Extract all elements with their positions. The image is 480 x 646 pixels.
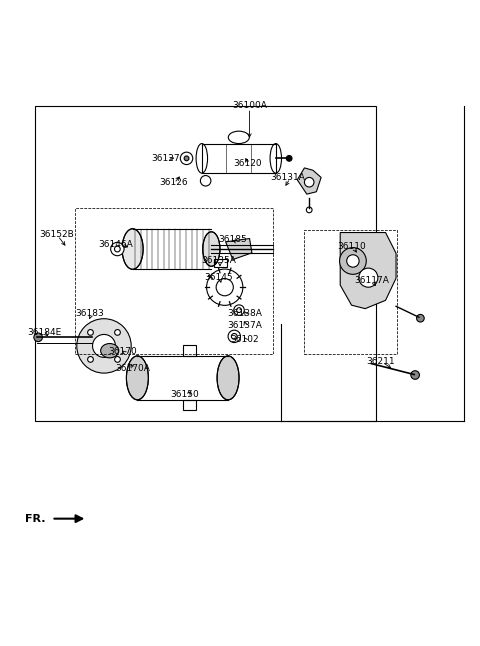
Polygon shape <box>226 238 252 260</box>
Text: 36100A: 36100A <box>232 101 267 110</box>
Circle shape <box>347 255 359 267</box>
Ellipse shape <box>122 229 143 269</box>
Circle shape <box>228 330 240 342</box>
Text: 36170: 36170 <box>108 347 137 356</box>
Polygon shape <box>340 233 396 309</box>
Circle shape <box>111 242 124 256</box>
Text: 36110: 36110 <box>338 242 367 251</box>
Text: 36185: 36185 <box>218 235 247 244</box>
Ellipse shape <box>228 131 249 143</box>
Polygon shape <box>297 168 321 194</box>
Polygon shape <box>183 400 196 410</box>
Circle shape <box>88 357 93 362</box>
Circle shape <box>93 335 116 357</box>
Text: 36184E: 36184E <box>27 328 61 337</box>
Circle shape <box>180 152 193 165</box>
Circle shape <box>115 246 120 252</box>
Text: 36131A: 36131A <box>270 173 305 182</box>
Circle shape <box>200 176 211 186</box>
Circle shape <box>359 268 378 287</box>
Circle shape <box>88 329 93 335</box>
Circle shape <box>411 371 420 379</box>
Text: FR.: FR. <box>25 514 46 524</box>
Polygon shape <box>183 346 196 356</box>
Circle shape <box>304 178 314 187</box>
Text: 36145: 36145 <box>204 273 233 282</box>
Bar <box>75 209 274 354</box>
Text: 36170A: 36170A <box>115 364 150 373</box>
Ellipse shape <box>126 356 148 400</box>
Circle shape <box>34 333 42 342</box>
Circle shape <box>115 357 120 362</box>
Circle shape <box>286 156 292 162</box>
Text: 36127: 36127 <box>152 154 180 163</box>
Circle shape <box>184 156 189 161</box>
Ellipse shape <box>203 232 220 266</box>
Circle shape <box>216 278 233 296</box>
Text: 36137A: 36137A <box>228 321 262 330</box>
Text: 36126: 36126 <box>159 178 188 187</box>
Text: 36138A: 36138A <box>228 309 262 318</box>
Circle shape <box>206 269 243 306</box>
Bar <box>202 143 276 173</box>
Text: 36135A: 36135A <box>201 256 236 266</box>
Text: 36102: 36102 <box>230 335 259 344</box>
Circle shape <box>231 333 237 339</box>
Text: 36146A: 36146A <box>98 240 133 249</box>
Ellipse shape <box>101 344 119 358</box>
Circle shape <box>339 247 366 275</box>
Bar <box>214 258 227 267</box>
Circle shape <box>306 207 312 213</box>
Circle shape <box>234 305 244 315</box>
Circle shape <box>417 315 424 322</box>
Circle shape <box>237 307 241 313</box>
Text: 36211: 36211 <box>366 357 395 366</box>
Ellipse shape <box>217 356 239 400</box>
Bar <box>35 106 376 421</box>
Text: 36120: 36120 <box>233 159 262 167</box>
Text: 36183: 36183 <box>75 309 104 318</box>
Circle shape <box>115 329 120 335</box>
Text: 36150: 36150 <box>171 390 200 399</box>
Text: 36117A: 36117A <box>354 276 389 284</box>
Bar <box>304 230 397 354</box>
Text: 36152B: 36152B <box>39 230 73 239</box>
Circle shape <box>77 318 131 373</box>
